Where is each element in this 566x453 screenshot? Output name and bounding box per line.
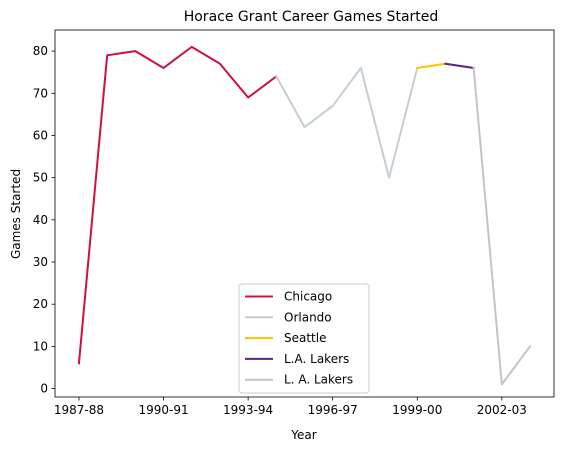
x-tick-label: 1990-91 [138, 403, 188, 417]
legend-label-l-a-lakers-4: L. A. Lakers [284, 373, 353, 387]
y-tick-label: 30 [33, 255, 48, 269]
y-tick-label: 70 [33, 86, 48, 100]
x-tick-label: 1993-94 [223, 403, 273, 417]
series-line-l-a-lakers-4 [472, 66, 532, 386]
y-tick-label: 50 [33, 171, 48, 185]
series-line-orlando-1 [274, 66, 419, 179]
x-tick-label: 1999-00 [392, 403, 442, 417]
y-tick-label: 60 [33, 128, 48, 142]
y-tick-label: 10 [33, 339, 48, 353]
legend-label-seattle-2: Seattle [284, 331, 326, 345]
y-tick-label: 40 [33, 213, 48, 227]
legend-frame [238, 283, 370, 394]
plot-frame [54, 29, 555, 398]
y-axis-label: Games Started [9, 169, 23, 259]
series-line-l-a-lakers-3 [444, 62, 475, 70]
chart-title: Horace Grant Career Games Started [184, 9, 439, 25]
y-tick-label: 80 [33, 44, 48, 58]
series-line-seattle-2 [416, 62, 447, 70]
legend-label-l-a-lakers-3: L.A. Lakers [284, 352, 349, 366]
y-tick-label: 20 [33, 297, 48, 311]
x-axis-label: Year [290, 428, 316, 442]
x-tick-label: 1987-88 [54, 403, 104, 417]
axes-layer: 0 10 20 30 40 50 60 70 80 1987-88 1990-91 1993-94 19… [33, 44, 527, 417]
legend-label-orlando-1: Orlando [284, 310, 332, 324]
legend: Chicago Orlando Seattle L.A. Lakers L. A. La… [238, 283, 370, 394]
y-tick-label: 0 [40, 382, 48, 396]
series-line-chicago-0 [77, 45, 278, 365]
series-layer [77, 45, 532, 386]
x-tick-label: 1996-97 [308, 403, 358, 417]
legend-label-chicago-0: Chicago [284, 290, 332, 304]
x-tick-label: 2002-03 [477, 403, 527, 417]
